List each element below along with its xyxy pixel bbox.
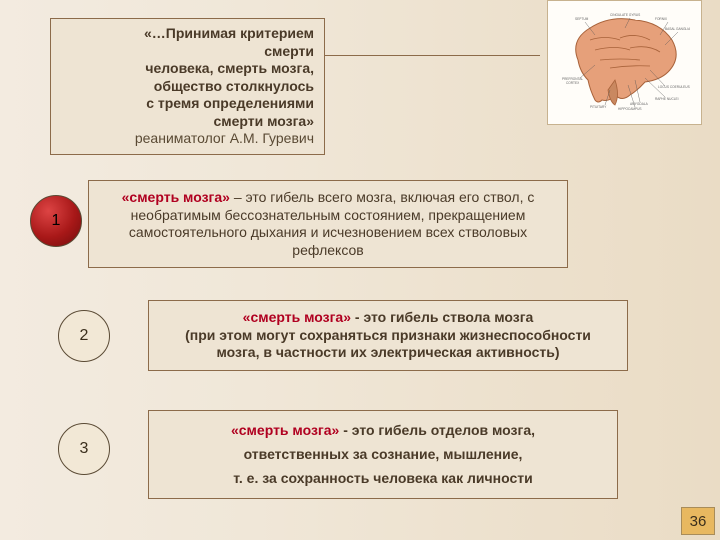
number-2: 2	[80, 327, 89, 345]
quote-line-1: «…Принимая критерием	[144, 25, 314, 41]
def3-term: «смерть мозга»	[231, 422, 343, 438]
svg-text:AMYGDALA: AMYGDALA	[630, 102, 649, 106]
def2-term: «смерть мозга»	[243, 309, 351, 325]
page-number: 36	[681, 507, 715, 535]
svg-text:HIPPOCAMPUS: HIPPOCAMPUS	[618, 107, 642, 111]
svg-text:FORNIX: FORNIX	[655, 17, 668, 21]
brain-icon: SEPTUM CINGULATE GYRUS FORNIX BASAL GANG…	[560, 10, 690, 115]
svg-text:CORTEX: CORTEX	[566, 81, 580, 85]
svg-text:PITUITARY: PITUITARY	[590, 105, 607, 109]
quote-line-2: смерти	[264, 43, 314, 59]
svg-text:CINGULATE GYRUS: CINGULATE GYRUS	[610, 13, 640, 17]
quote-line-6: смерти мозга»	[213, 113, 314, 129]
quote-line-4: общество столкнулось	[154, 78, 314, 94]
def1-term: «смерть мозга»	[122, 189, 230, 205]
definition-box-3: «смерть мозга» - это гибель отделов мозг…	[148, 410, 618, 499]
svg-text:LOCUS COERULEUS: LOCUS COERULEUS	[658, 85, 690, 89]
svg-text:SEPTUM: SEPTUM	[575, 17, 589, 21]
svg-text:BASAL GANGLIA: BASAL GANGLIA	[665, 27, 690, 31]
number-circle-2: 2	[58, 310, 110, 362]
quote-author: реаниматолог А.М. Гуревич	[135, 130, 314, 146]
number-circle-1: 1	[30, 195, 82, 247]
quote-box: «…Принимая критерием смерти человека, см…	[50, 18, 325, 155]
quote-line-5: с тремя определениями	[146, 95, 314, 111]
number-circle-3: 3	[58, 423, 110, 475]
number-1: 1	[52, 212, 61, 230]
number-3: 3	[80, 440, 89, 458]
definition-box-2: «смерть мозга» - это гибель ствола мозга…	[148, 300, 628, 371]
svg-text:RAPHE NUCLEI: RAPHE NUCLEI	[655, 97, 679, 101]
quote-line-3: человека, смерть мозга,	[145, 60, 314, 76]
definition-box-1: «смерть мозга» – это гибель всего мозга,…	[88, 180, 568, 268]
page-number-value: 36	[690, 513, 707, 530]
brain-diagram: SEPTUM CINGULATE GYRUS FORNIX BASAL GANG…	[547, 0, 702, 125]
